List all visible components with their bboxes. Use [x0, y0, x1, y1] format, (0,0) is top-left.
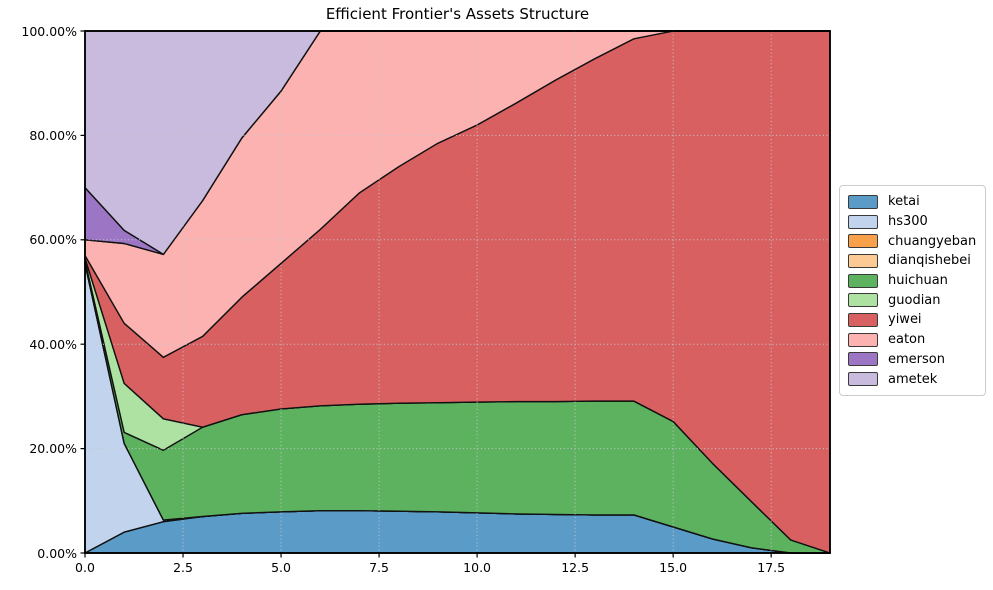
axis-frame	[84, 30, 831, 554]
x-tick-label: 5.0	[271, 560, 291, 575]
chart-title: Efficient Frontier's Assets Structure	[325, 5, 590, 23]
legend-item-dianqishebei: dianqishebei	[848, 251, 977, 271]
x-tick-label: 17.5	[757, 560, 786, 575]
legend-swatch	[848, 293, 878, 308]
legend-label: emerson	[888, 351, 945, 367]
legend-label: ametek	[888, 371, 938, 387]
x-tick-label: 10.0	[463, 560, 492, 575]
legend-item-ketai: ketai	[848, 192, 977, 212]
legend-label: ketai	[888, 194, 920, 210]
legend-swatch	[848, 194, 878, 209]
legend-item-yiwei: yiwei	[848, 310, 977, 330]
legend-swatch	[848, 234, 878, 249]
legend-swatch	[848, 214, 878, 229]
y-tick-label: 40.00%	[29, 336, 77, 352]
x-tick-label: 15.0	[659, 560, 688, 575]
x-tick-label: 0.0	[75, 560, 95, 575]
legend-label: chuangyeban	[888, 233, 977, 249]
y-tick-label: 80.00%	[29, 127, 77, 143]
legend-item-ametek: ametek	[848, 369, 977, 389]
legend-item-eaton: eaton	[848, 330, 977, 350]
y-tick-label: 0.00%	[37, 545, 77, 561]
legend-swatch	[848, 372, 878, 387]
legend-item-guodian: guodian	[848, 290, 977, 310]
legend-label: dianqishebei	[888, 253, 971, 269]
legend-item-hs300: hs300	[848, 212, 977, 232]
legend-item-chuangyeban: chuangyeban	[848, 231, 977, 251]
x-tick-label: 2.5	[173, 560, 193, 575]
legend-swatch	[848, 352, 878, 367]
x-tick-label: 7.5	[369, 560, 390, 575]
legend-label: eaton	[888, 332, 926, 348]
y-tick-label: 20.00%	[29, 441, 77, 457]
legend-swatch	[848, 332, 878, 347]
legend-label: huichuan	[888, 273, 948, 289]
legend-item-emerson: emerson	[848, 350, 977, 370]
y-tick-label: 100.00%	[21, 23, 77, 39]
legend-item-huichuan: huichuan	[848, 271, 977, 291]
legend: ketai hs300 chuangyeban dianqishebei huichua…	[839, 185, 986, 396]
legend-swatch	[848, 253, 878, 268]
legend-label: guodian	[888, 292, 941, 308]
y-tick-label: 60.00%	[29, 232, 77, 248]
legend-label: hs300	[888, 214, 928, 230]
legend-swatch	[848, 312, 878, 327]
legend-label: yiwei	[888, 312, 922, 328]
legend-swatch	[848, 273, 878, 288]
x-tick-label: 12.5	[561, 560, 590, 575]
